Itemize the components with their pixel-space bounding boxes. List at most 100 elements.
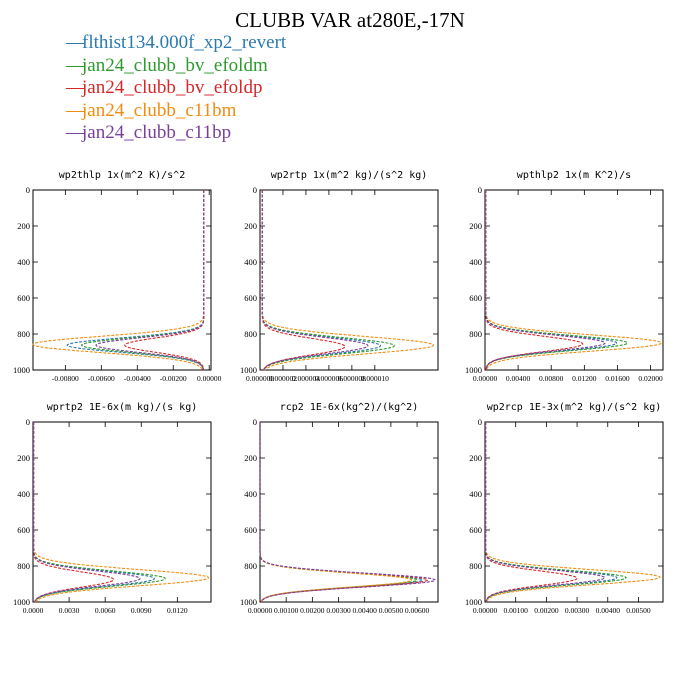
y-tick-label: 0: [478, 185, 482, 195]
y-tick-label: 400: [244, 489, 257, 499]
chart-title: wprtp2 1E-6x(m kg)/(s kg): [47, 402, 198, 413]
y-tick-label: 0: [478, 417, 482, 427]
y-tick-label: 800: [469, 329, 482, 339]
y-tick-label: 800: [244, 561, 257, 571]
chart-title: rcp2 1E-6x(kg^2)/(kg^2): [280, 402, 418, 413]
series-line: [259, 422, 428, 603]
x-tick-label: 0.000004: [292, 374, 320, 383]
series-line: [66, 190, 205, 371]
series-line: [261, 190, 346, 371]
x-tick-label: 0.00400: [596, 606, 621, 615]
y-tick-label: 1000: [465, 365, 482, 375]
y-tick-label: 1000: [13, 365, 30, 375]
legend-dash-icon: —: [66, 122, 85, 143]
legend-dash-icon: —: [66, 54, 85, 76]
y-tick-label: 400: [469, 257, 482, 267]
y-tick-label: 200: [244, 221, 257, 231]
legend-dash-icon: —: [66, 32, 85, 53]
x-tick-label: 0.00000: [197, 374, 222, 383]
series-line: [485, 190, 628, 371]
y-tick-label: 400: [17, 489, 30, 499]
series-line: [33, 422, 141, 603]
y-tick-label: 1000: [240, 597, 257, 607]
y-tick-label: 600: [244, 525, 257, 535]
x-tick-label: 0.00800: [539, 374, 564, 383]
legend-dash-icon: —: [66, 99, 85, 121]
legend-item: —flthist134.000f_xp2_revert: [66, 32, 286, 55]
series-line: [485, 422, 661, 603]
y-tick-label: 200: [17, 453, 30, 463]
x-tick-label: 0.000010: [361, 374, 389, 383]
y-tick-label: 800: [17, 329, 30, 339]
y-tick-label: 400: [17, 257, 30, 267]
x-tick-label: 0.01200: [572, 374, 597, 383]
legend-label: jan24_clubb_bv_efoldp: [82, 77, 263, 98]
y-tick-label: 600: [17, 525, 30, 535]
series-line: [259, 422, 436, 603]
y-tick-label: 600: [469, 525, 482, 535]
y-tick-label: 600: [244, 293, 257, 303]
legend-item: —jan24_clubb_bv_efoldp: [66, 77, 286, 100]
legend-item: —jan24_clubb_c11bm: [66, 100, 286, 123]
y-tick-label: 200: [244, 453, 257, 463]
chart-panel: wpthlp2 1x(m K^2)/s020040060080010000.00…: [465, 170, 664, 383]
x-tick-label: -0.00800: [52, 374, 79, 383]
x-tick-label: 0.00500: [379, 606, 404, 615]
y-tick-label: 0: [253, 185, 257, 195]
x-tick-label: 0.00400: [353, 606, 378, 615]
x-tick-label: 0.01600: [605, 374, 630, 383]
x-tick-label: -0.00600: [88, 374, 115, 383]
series-line: [33, 422, 115, 603]
y-tick-label: 200: [17, 221, 30, 231]
x-tick-label: 0.00400: [506, 374, 531, 383]
y-tick-label: 800: [17, 561, 30, 571]
x-tick-label: 0.00000: [473, 606, 498, 615]
series-line: [485, 422, 578, 603]
chart-title: wpthlp2 1x(m K^2)/s: [517, 170, 631, 181]
x-tick-label: 0.00200: [300, 606, 325, 615]
plot-frame: [259, 189, 439, 371]
chart-title: wp2thlp 1x(m^2 K)/s^2: [59, 170, 185, 181]
x-tick-label: 0.00300: [565, 606, 590, 615]
x-tick-label: 0.0030: [59, 606, 80, 615]
x-tick-label: 0.00000: [473, 374, 498, 383]
series-line: [485, 190, 584, 371]
series-line: [261, 190, 434, 371]
series-line: [485, 190, 618, 370]
legend: —flthist134.000f_xp2_revert —jan24_clubb…: [66, 32, 286, 145]
x-tick-label: 0.000000: [246, 374, 274, 383]
x-tick-label: -0.00200: [160, 374, 187, 383]
series-line: [33, 422, 210, 603]
x-tick-label: 0.000008: [338, 374, 366, 383]
x-tick-label: -0.00400: [124, 374, 151, 383]
chart-panel: wprtp2 1E-6x(m kg)/(s kg) 0 200 400 600 800 10…: [13, 402, 212, 615]
legend-label: flthist134.000f_xp2_revert: [82, 32, 287, 53]
x-tick-label: 0.00300: [326, 606, 351, 615]
legend-label: jan24_clubb_c11bp: [82, 122, 232, 143]
chart-panel: wp2rcp 1E-3x(m^2 kg)/(s^2 kg) 0 200 400 600 8…: [465, 402, 664, 615]
legend-item: —jan24_clubb_bv_efoldm: [66, 55, 286, 78]
series-line: [485, 422, 606, 603]
y-tick-label: 1000: [465, 597, 482, 607]
series-line: [95, 190, 205, 371]
series-line: [485, 190, 606, 371]
series-line: [33, 422, 155, 603]
chart-title: wp2rtp 1x(m^2 kg)/(s^2 kg): [271, 170, 428, 181]
y-tick-label: 800: [244, 329, 257, 339]
x-tick-label: 0.00500: [626, 606, 651, 615]
x-tick-label: 0.0000: [23, 606, 44, 615]
y-tick-label: 200: [469, 221, 482, 231]
y-tick-label: 0: [253, 417, 257, 427]
y-tick-label: 0: [26, 185, 30, 195]
x-tick-label: 0.00000: [248, 606, 273, 615]
plot-frame: [484, 189, 664, 371]
plot-frame: [484, 421, 664, 603]
chart-panel: rcp2 1E-6x(kg^2)/(kg^2) 0 200 400 600 800 1000…: [240, 402, 439, 615]
x-tick-label: 0.0060: [95, 606, 116, 615]
plot-frame: [259, 421, 439, 603]
y-tick-label: 1000: [13, 597, 30, 607]
series-line: [485, 190, 662, 371]
x-tick-label: 0.00600: [405, 606, 430, 615]
